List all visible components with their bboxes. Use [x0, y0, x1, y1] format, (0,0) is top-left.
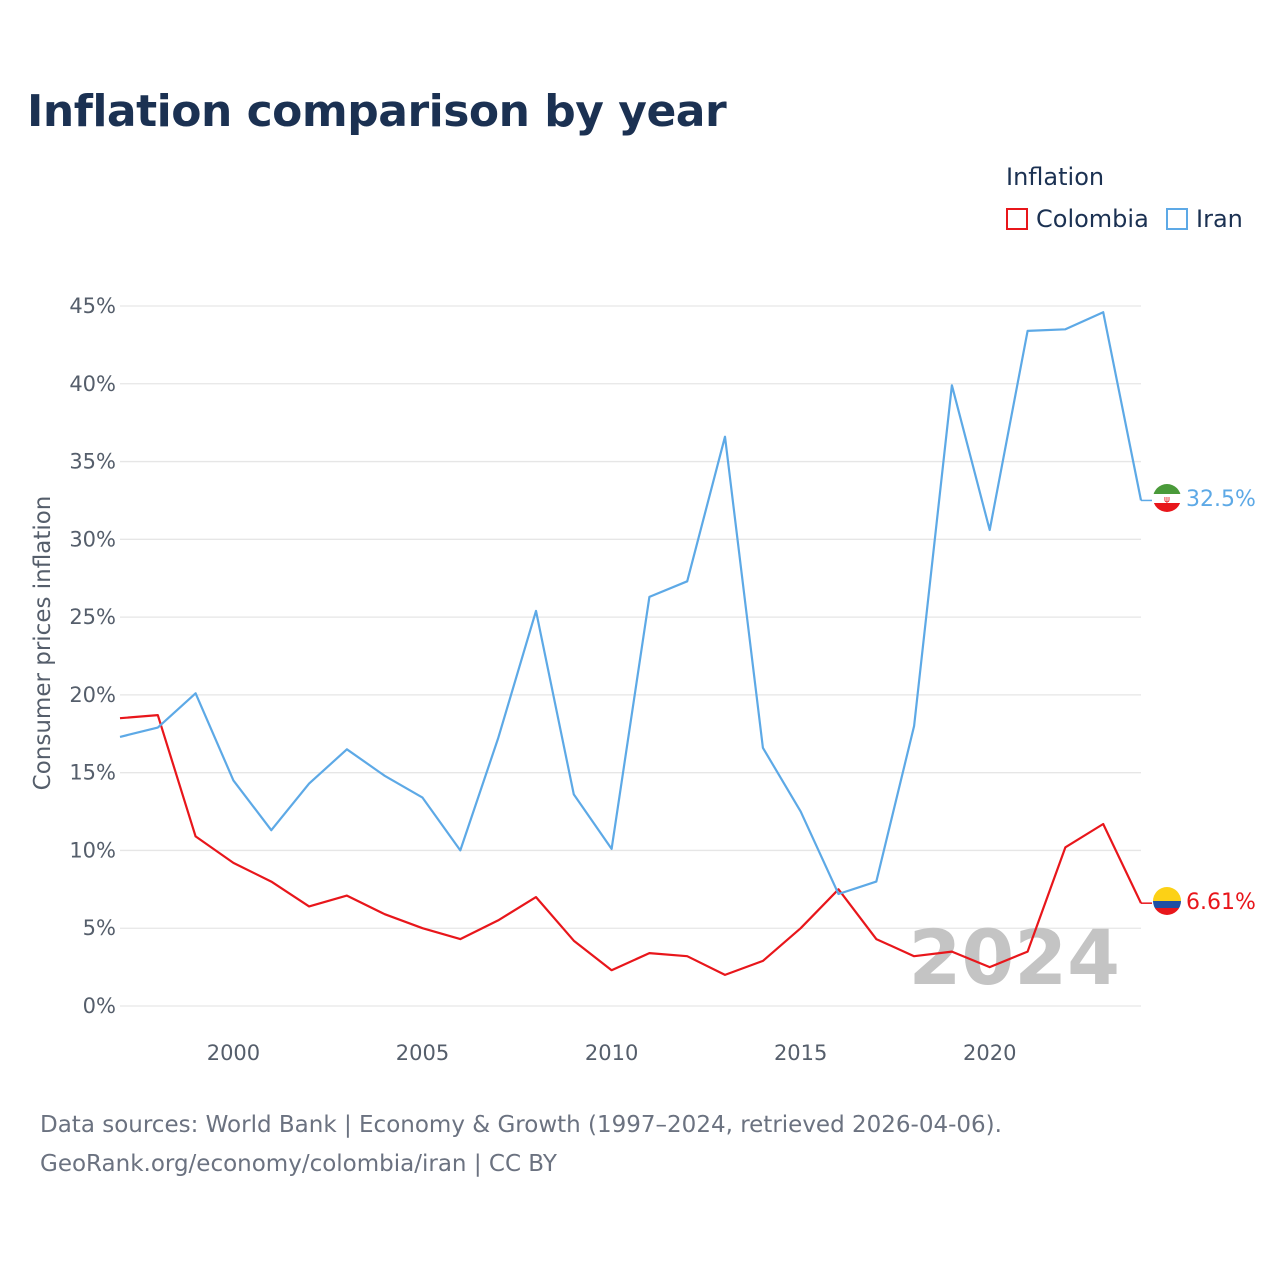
- x-tick-label: 2005: [396, 1041, 449, 1065]
- y-tick-label: 0%: [83, 994, 116, 1018]
- legend-title: Inflation: [1006, 163, 1105, 191]
- y-tick-label: 45%: [69, 294, 116, 318]
- y-tick-label: 35%: [69, 450, 116, 474]
- x-tick-label: 2015: [774, 1041, 827, 1065]
- x-tick-label: 2010: [585, 1041, 638, 1065]
- y-tick-label: 5%: [83, 916, 116, 940]
- series-line-colombia: [119, 713, 1142, 977]
- iran-flag-icon: ψ: [1153, 484, 1181, 512]
- source-line-2: GeoRank.org/economy/colombia/iran | CC B…: [40, 1151, 557, 1177]
- svg-text:ψ: ψ: [1164, 495, 1170, 505]
- legend-swatch-colombia: [1006, 208, 1028, 230]
- y-tick-label: 10%: [69, 838, 116, 862]
- x-tick-label: 2000: [207, 1041, 260, 1065]
- y-tick-label: 25%: [69, 605, 116, 629]
- gridlines: [120, 305, 1141, 1007]
- end-label-colombia: 6.61%: [1186, 890, 1256, 915]
- legend-label-colombia: Colombia: [1036, 205, 1149, 233]
- x-axis-ticks: 2000 2005 2010 2015 2020: [207, 1041, 1017, 1065]
- chart-title: Inflation comparison by year: [27, 86, 727, 137]
- colombia-flag-icon: [1153, 887, 1181, 915]
- legend-item-iran[interactable]: Iran: [1166, 205, 1243, 233]
- x-tick-label: 2020: [963, 1041, 1016, 1065]
- y-tick-label: 20%: [69, 683, 116, 707]
- y-tick-label: 30%: [69, 527, 116, 551]
- source-line-1: Data sources: World Bank | Economy & Gro…: [40, 1112, 1002, 1138]
- legend-item-colombia[interactable]: Colombia: [1006, 205, 1149, 233]
- series-lines: [119, 311, 1152, 977]
- y-axis-title: Consumer prices inflation: [30, 496, 56, 791]
- legend-swatch-iran: [1166, 208, 1188, 230]
- legend-label-iran: Iran: [1196, 205, 1243, 233]
- y-tick-label: 15%: [69, 761, 116, 785]
- source-note: Data sources: World Bank | Economy & Gro…: [40, 1106, 1002, 1184]
- y-tick-label: 40%: [69, 372, 116, 396]
- series-line-iran: [119, 311, 1143, 896]
- end-label-iran: 32.5%: [1186, 487, 1256, 512]
- y-axis-ticks: 0% 5% 10% 15% 20% 25% 30% 35% 40% 45%: [69, 294, 116, 1018]
